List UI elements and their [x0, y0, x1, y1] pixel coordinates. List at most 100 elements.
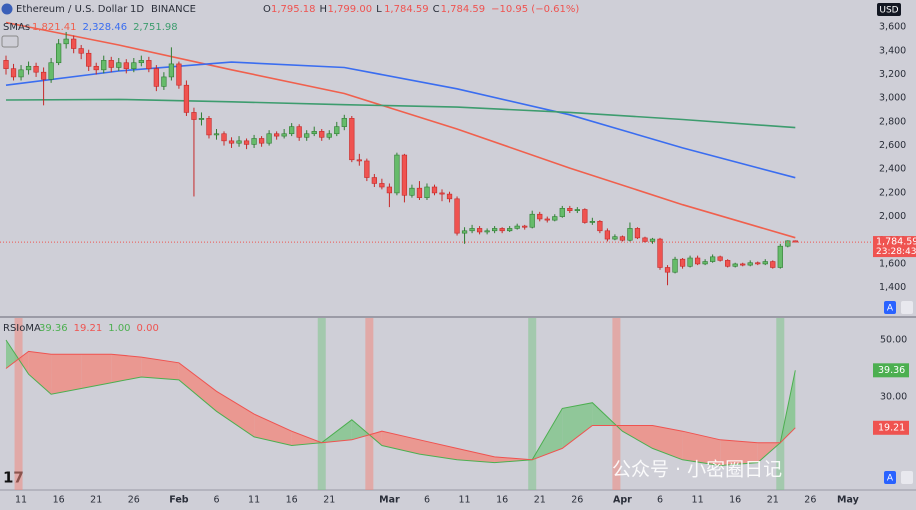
signal-band [317, 318, 326, 490]
candle-body [319, 131, 325, 138]
candle-body [529, 213, 535, 228]
candle-body [138, 60, 144, 64]
ohlc-prefix: L [376, 4, 382, 15]
y-tick-label: 3,000 [879, 93, 906, 104]
candle-body [198, 118, 205, 120]
rsi-fill [216, 391, 255, 437]
candle-body [634, 228, 641, 239]
exchange: BINANCE [151, 4, 196, 15]
candle-body [131, 62, 137, 69]
signal-band [365, 318, 374, 490]
candle-body [770, 261, 776, 268]
y-tick-label: 1,600 [879, 258, 906, 269]
candle-body [762, 261, 768, 265]
signal-band [528, 318, 537, 490]
collapse-button[interactable] [1, 35, 19, 48]
candle-body [266, 133, 272, 144]
signal-band [612, 318, 621, 490]
plot [0, 21, 872, 490]
rsi-line [5, 339, 796, 467]
symbol-icon [1, 3, 13, 15]
sma-line [5, 61, 796, 179]
sma-line [5, 98, 796, 129]
x-tick-label: 21 [767, 495, 779, 506]
rsi-fill [351, 419, 370, 440]
candle-body [304, 133, 310, 138]
candle-body [627, 228, 633, 241]
candle-body [567, 207, 573, 211]
x-tick-label: 11 [692, 495, 704, 506]
candle-body [574, 209, 580, 211]
value-box [873, 420, 909, 435]
candle-body [183, 84, 190, 113]
candle-body [446, 193, 453, 200]
rsi-fill [28, 351, 52, 395]
x-tick-label: 16 [53, 495, 65, 506]
candle-body [63, 38, 69, 45]
candle-body [785, 240, 791, 247]
x-tick-label: 21 [534, 495, 546, 506]
candle-body [732, 263, 738, 267]
candle-body [71, 38, 77, 49]
rsi-fill [381, 431, 420, 455]
candle-body [657, 238, 663, 268]
candle-body [33, 65, 39, 73]
candle-body [146, 60, 152, 69]
rsi-fill [419, 439, 457, 460]
candle-body [86, 52, 92, 67]
candle-body [499, 228, 505, 232]
log-scale-button[interactable] [901, 301, 913, 314]
ohlc-value: 1,799.00 [328, 4, 373, 15]
rsi-fill [51, 354, 82, 395]
candle-body [123, 62, 129, 69]
value-box-label: 39.36 [878, 365, 905, 376]
candle-body [311, 131, 317, 135]
candle-body [3, 60, 9, 69]
candle-body [476, 228, 483, 233]
auto-scale-button[interactable] [884, 471, 896, 484]
value-box-label: 19.21 [878, 422, 905, 433]
rsi-fill [254, 414, 292, 446]
legend-value: 19.21 [74, 323, 103, 334]
x-tick-label: 16 [729, 495, 741, 506]
last-price-label: 1,784.59 [876, 237, 916, 248]
currency-box [877, 3, 901, 16]
rsi-line [5, 350, 796, 461]
candle-body [672, 258, 678, 273]
candle-body [326, 133, 332, 138]
x-tick-label: 6 [213, 495, 219, 506]
candle-body [243, 140, 250, 145]
signal-band [14, 318, 23, 490]
candle-body [514, 225, 520, 229]
ohlc-value: 1,784.59 [384, 4, 429, 15]
symbol-title: Ethereum / U.S. Dollar [16, 4, 128, 15]
rsi-fill [111, 354, 142, 383]
rsi-fill [682, 431, 721, 466]
candle-body [176, 63, 182, 86]
x-tick-label: 16 [286, 495, 298, 506]
candle-body [153, 68, 159, 87]
x-tick-label: 11 [459, 495, 471, 506]
candle-body [461, 230, 468, 234]
auto-scale-button[interactable] [884, 301, 896, 314]
legend-value: 2,328.46 [83, 22, 128, 33]
y-tick-label: 1,400 [879, 282, 906, 293]
x-tick-label: Mar [379, 495, 400, 506]
candle-body [206, 118, 212, 136]
interval: 1D [130, 4, 144, 15]
candle-body [717, 256, 723, 261]
log-scale-button[interactable] [901, 471, 913, 484]
candle-body [168, 63, 175, 78]
y-tick-label: 2,200 [879, 187, 906, 198]
candle-body [664, 267, 671, 273]
watermark: 公众号 · 小密圈日记 [612, 459, 782, 481]
ohlc-value: 1,795.18 [271, 4, 316, 15]
ohlc-value: 1,784.59 [441, 4, 486, 15]
candle-body [371, 177, 377, 184]
candle-body [710, 256, 716, 262]
candle-body [258, 138, 265, 144]
candle-body [507, 228, 513, 232]
candle-body [281, 133, 287, 137]
candle-body [439, 192, 445, 195]
